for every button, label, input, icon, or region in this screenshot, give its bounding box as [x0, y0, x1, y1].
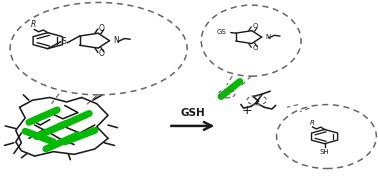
Text: GS: GS	[217, 29, 226, 35]
Text: +: +	[242, 104, 253, 117]
Text: O: O	[252, 23, 257, 29]
Text: O: O	[99, 23, 105, 33]
Text: GSH: GSH	[180, 108, 205, 118]
Text: N: N	[113, 36, 119, 45]
Text: S: S	[61, 37, 66, 46]
Text: R: R	[31, 20, 36, 29]
Text: R: R	[310, 120, 315, 126]
Text: O: O	[252, 45, 257, 51]
Text: SH: SH	[320, 149, 329, 155]
Text: O: O	[99, 49, 105, 58]
Text: N: N	[265, 34, 270, 40]
